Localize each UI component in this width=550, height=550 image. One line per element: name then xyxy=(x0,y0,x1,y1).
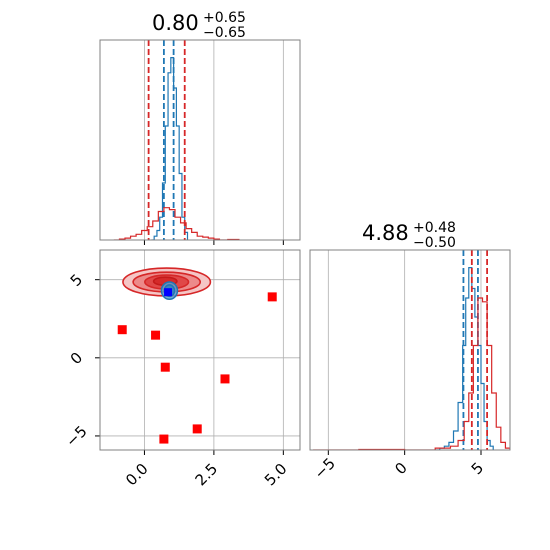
panel-frame xyxy=(99,39,301,241)
panel-frame xyxy=(309,249,511,451)
x-tick-label: 5 xyxy=(468,459,487,478)
histogram-step-blue xyxy=(151,57,189,240)
y-tick-label: 5 xyxy=(67,270,86,289)
red-point-marker xyxy=(192,424,202,434)
panel-title-minus: −0.50 xyxy=(413,235,456,251)
x-tick-label: −5 xyxy=(311,454,339,482)
contour-group xyxy=(117,267,277,444)
marginal-histogram-param1: 0.80 +0.65−0.65 xyxy=(99,10,301,245)
panel-title-plus: +0.65 xyxy=(203,10,246,26)
panel-title-value: 0.80 xyxy=(152,11,199,35)
panel-title-plus: +0.48 xyxy=(413,220,456,236)
red-point-marker xyxy=(220,374,230,384)
red-point-marker xyxy=(160,362,170,372)
histogram-step-red xyxy=(313,297,510,450)
x-tick-label: 0 xyxy=(391,459,410,478)
histogram-step-blue xyxy=(435,267,494,450)
x-tick-label: 0.0 xyxy=(122,460,152,490)
histogram-series-group xyxy=(113,40,240,240)
panel-title-minus: −0.65 xyxy=(203,25,246,41)
marginal-histogram-param2: 4.88 +0.48−0.50 −5 0 5 xyxy=(309,220,511,483)
y-tick-label: −5 xyxy=(62,422,90,450)
red-point-marker xyxy=(151,330,161,340)
x-tick-label: 5.0 xyxy=(261,460,291,490)
y-tick-label: 0 xyxy=(67,349,86,368)
true-value-marker xyxy=(164,288,173,297)
red-point-marker xyxy=(267,292,277,302)
panel-title-value: 4.88 xyxy=(362,221,409,245)
joint-scatter-panel: 0.0 2.5 5.0 −5 0 5 xyxy=(62,249,301,490)
histogram-step-red xyxy=(113,207,240,240)
histogram-series-group xyxy=(313,250,510,450)
red-point-marker xyxy=(117,325,127,335)
red-point-marker xyxy=(159,434,169,444)
x-tick-label: 2.5 xyxy=(192,460,222,490)
panel-frame xyxy=(99,249,301,451)
